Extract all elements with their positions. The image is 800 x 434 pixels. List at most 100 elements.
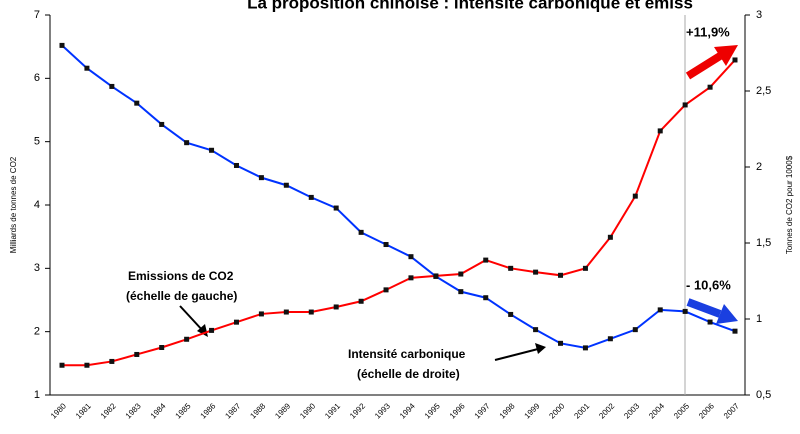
point bbox=[707, 84, 713, 90]
annotation: (échelle de droite) bbox=[357, 367, 460, 381]
point bbox=[283, 309, 289, 315]
point bbox=[408, 254, 414, 260]
point bbox=[383, 287, 389, 293]
point bbox=[607, 234, 613, 240]
point bbox=[607, 336, 613, 342]
point bbox=[258, 311, 264, 317]
point bbox=[333, 304, 339, 310]
x-tick-label: 2007 bbox=[722, 401, 741, 420]
point bbox=[458, 289, 464, 295]
point bbox=[732, 57, 738, 63]
point bbox=[558, 340, 564, 346]
point bbox=[109, 83, 115, 89]
arrowhead bbox=[714, 45, 738, 66]
series-line bbox=[62, 59, 736, 367]
point bbox=[533, 269, 539, 275]
arrowhead bbox=[197, 324, 208, 337]
y2-axis-label: Tonnes de CO2 pour 1000$ bbox=[785, 155, 794, 254]
point bbox=[682, 308, 688, 314]
y-axis-label: Milliards de tonnes de CO2 bbox=[9, 156, 18, 253]
arrowhead bbox=[535, 343, 546, 354]
point bbox=[657, 128, 663, 134]
x-tick-label: 1980 bbox=[49, 401, 68, 420]
point bbox=[184, 140, 190, 146]
x-tick-label: 1989 bbox=[273, 401, 292, 420]
y-tick-label: 5 bbox=[34, 136, 40, 148]
y2-tick-label: 2,5 bbox=[756, 85, 771, 97]
arrow bbox=[686, 298, 722, 318]
annotation: - 10,6% bbox=[686, 277, 731, 292]
point bbox=[134, 351, 140, 357]
point bbox=[209, 147, 215, 153]
point bbox=[582, 265, 588, 271]
point bbox=[358, 298, 364, 304]
chart-title: La proposition chinoise : intensité carb… bbox=[247, 0, 693, 12]
point bbox=[483, 295, 489, 301]
x-tick-label: 1991 bbox=[323, 401, 342, 420]
point bbox=[582, 345, 588, 351]
point bbox=[84, 65, 90, 71]
point bbox=[308, 309, 314, 315]
point bbox=[508, 265, 514, 271]
point bbox=[433, 273, 439, 279]
point bbox=[283, 182, 289, 188]
point bbox=[134, 100, 140, 106]
x-tick-label: 1998 bbox=[498, 401, 517, 420]
arrow bbox=[685, 52, 723, 80]
point bbox=[308, 194, 314, 200]
x-tick-label: 2000 bbox=[547, 401, 566, 420]
point bbox=[333, 205, 339, 211]
point bbox=[358, 229, 364, 235]
x-tick-label: 1986 bbox=[199, 401, 218, 420]
y-tick-label: 2 bbox=[34, 326, 40, 338]
x-tick-label: 1988 bbox=[248, 401, 267, 420]
x-tick-label: 1994 bbox=[398, 401, 417, 420]
x-tick-label: 1995 bbox=[423, 401, 442, 420]
annotation: Intensité carbonique bbox=[348, 347, 466, 361]
annotation: Emissions de CO2 bbox=[128, 269, 234, 283]
point bbox=[632, 193, 638, 199]
point bbox=[184, 336, 190, 342]
x-tick-label: 1982 bbox=[99, 401, 118, 420]
point bbox=[59, 42, 65, 48]
x-tick-label: 2004 bbox=[647, 401, 666, 420]
point bbox=[233, 319, 239, 325]
series-line bbox=[61, 44, 736, 349]
x-tick-label: 1983 bbox=[124, 401, 143, 420]
x-tick-label: 2005 bbox=[672, 401, 691, 420]
y-tick-label: 4 bbox=[34, 199, 40, 211]
y-tick-label: 6 bbox=[34, 72, 40, 84]
x-tick-label: 2001 bbox=[572, 401, 591, 420]
y2-tick-label: 0,5 bbox=[756, 389, 771, 401]
point bbox=[682, 102, 688, 108]
point bbox=[732, 328, 738, 334]
x-tick-label: 2002 bbox=[597, 401, 616, 420]
x-tick-label: 1992 bbox=[348, 401, 367, 420]
point bbox=[109, 358, 115, 364]
point bbox=[233, 162, 239, 168]
annotation: +11,9% bbox=[686, 24, 730, 39]
point bbox=[159, 121, 165, 127]
x-tick-label: 1996 bbox=[448, 401, 467, 420]
point bbox=[508, 311, 514, 317]
y-tick-label: 7 bbox=[34, 9, 40, 21]
arrow bbox=[179, 305, 205, 333]
x-tick-label: 1981 bbox=[74, 401, 93, 420]
point bbox=[707, 319, 713, 325]
y2-tick-label: 2 bbox=[756, 161, 762, 173]
point bbox=[458, 271, 464, 277]
y-tick-label: 1 bbox=[34, 389, 40, 401]
point bbox=[209, 327, 215, 333]
point bbox=[84, 362, 90, 368]
y2-tick-label: 3 bbox=[756, 9, 762, 21]
point bbox=[258, 175, 264, 181]
x-tick-label: 1999 bbox=[523, 401, 542, 420]
arrow bbox=[494, 348, 539, 361]
x-tick-label: 1984 bbox=[149, 401, 168, 420]
point bbox=[59, 362, 65, 368]
x-tick-label: 1997 bbox=[473, 401, 492, 420]
x-tick-label: 2006 bbox=[697, 401, 716, 420]
x-tick-label: 1987 bbox=[223, 401, 242, 420]
y2-tick-label: 1,5 bbox=[756, 237, 771, 249]
